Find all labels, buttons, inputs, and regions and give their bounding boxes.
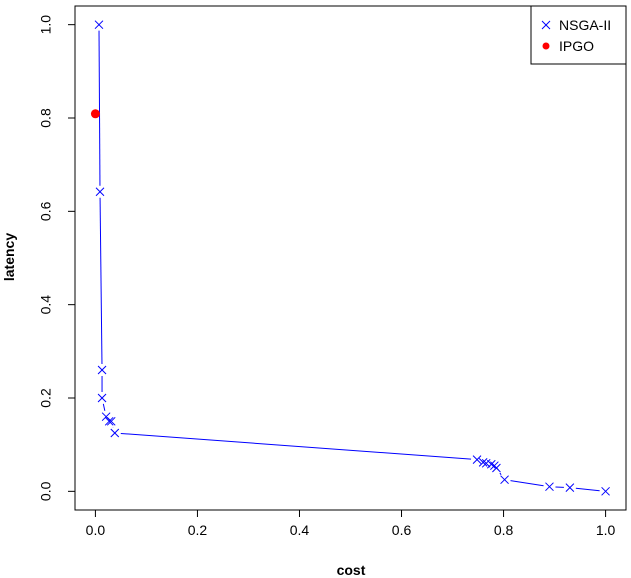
x-axis: 0.0 0.2 0.4 0.6 0.8 1.0 (86, 510, 616, 538)
data-point-nsga-ii (545, 482, 554, 492)
series-line-segment (499, 472, 502, 476)
data-point-nsga-ii (500, 475, 509, 485)
y-axis: 0.0 0.2 0.4 0.6 0.8 1.0 (38, 15, 75, 501)
x-axis-title: cost (337, 562, 366, 578)
data-point-nsga-ii (110, 428, 120, 438)
series-line-segment (120, 432, 472, 460)
series-lines (98, 30, 600, 492)
data-point-nsga-ii (601, 486, 610, 496)
data-point-nsga-ii (94, 20, 104, 30)
y-tick-label: 1.0 (38, 15, 54, 35)
data-point-nsga-ii (97, 365, 107, 375)
data-point-nsga-ii (95, 187, 105, 197)
x-tick-label: 0.6 (392, 522, 412, 538)
x-tick-label: 1.0 (596, 522, 616, 538)
data-point-nsga-ii (565, 483, 575, 492)
data-point-nsga-ii (97, 393, 107, 403)
y-tick-label: 0.2 (38, 388, 54, 408)
y-axis-title: latency (1, 233, 17, 281)
series-points (90, 20, 610, 496)
data-point-nsga-ii (478, 458, 488, 467)
data-point-nsga-ii (104, 416, 114, 426)
series-line-segment (575, 487, 600, 492)
legend-label-ipgo: IPGO (559, 38, 594, 54)
series-line-segment (98, 30, 101, 186)
legend-box (530, 5, 627, 65)
legend-marker-nsga-ii (541, 20, 551, 30)
x-tick-label: 0.8 (494, 522, 514, 538)
plot-frame (74, 5, 627, 511)
y-tick-label: 0.6 (38, 201, 54, 221)
data-point-ipgo (90, 109, 100, 119)
x-tick-label: 0.2 (188, 522, 208, 538)
legend-marker-ipgo (542, 42, 550, 50)
series-line-segment (102, 403, 106, 411)
data-point-nsga-ii (472, 455, 482, 464)
series-line-segment (99, 197, 103, 365)
data-point-nsga-ii (486, 459, 496, 469)
x-tick-label: 0.4 (290, 522, 310, 538)
series-line-segment (510, 480, 544, 487)
y-tick-label: 0.8 (38, 108, 54, 128)
data-point-nsga-ii (492, 463, 501, 473)
legend: NSGA-II IPGO (530, 5, 627, 65)
legend-label-nsga-ii: NSGA-II (559, 17, 611, 33)
y-tick-label: 0.0 (38, 481, 54, 501)
data-point-nsga-ii (106, 416, 116, 426)
x-tick-label: 0.0 (86, 522, 106, 538)
y-tick-label: 0.4 (38, 295, 54, 315)
